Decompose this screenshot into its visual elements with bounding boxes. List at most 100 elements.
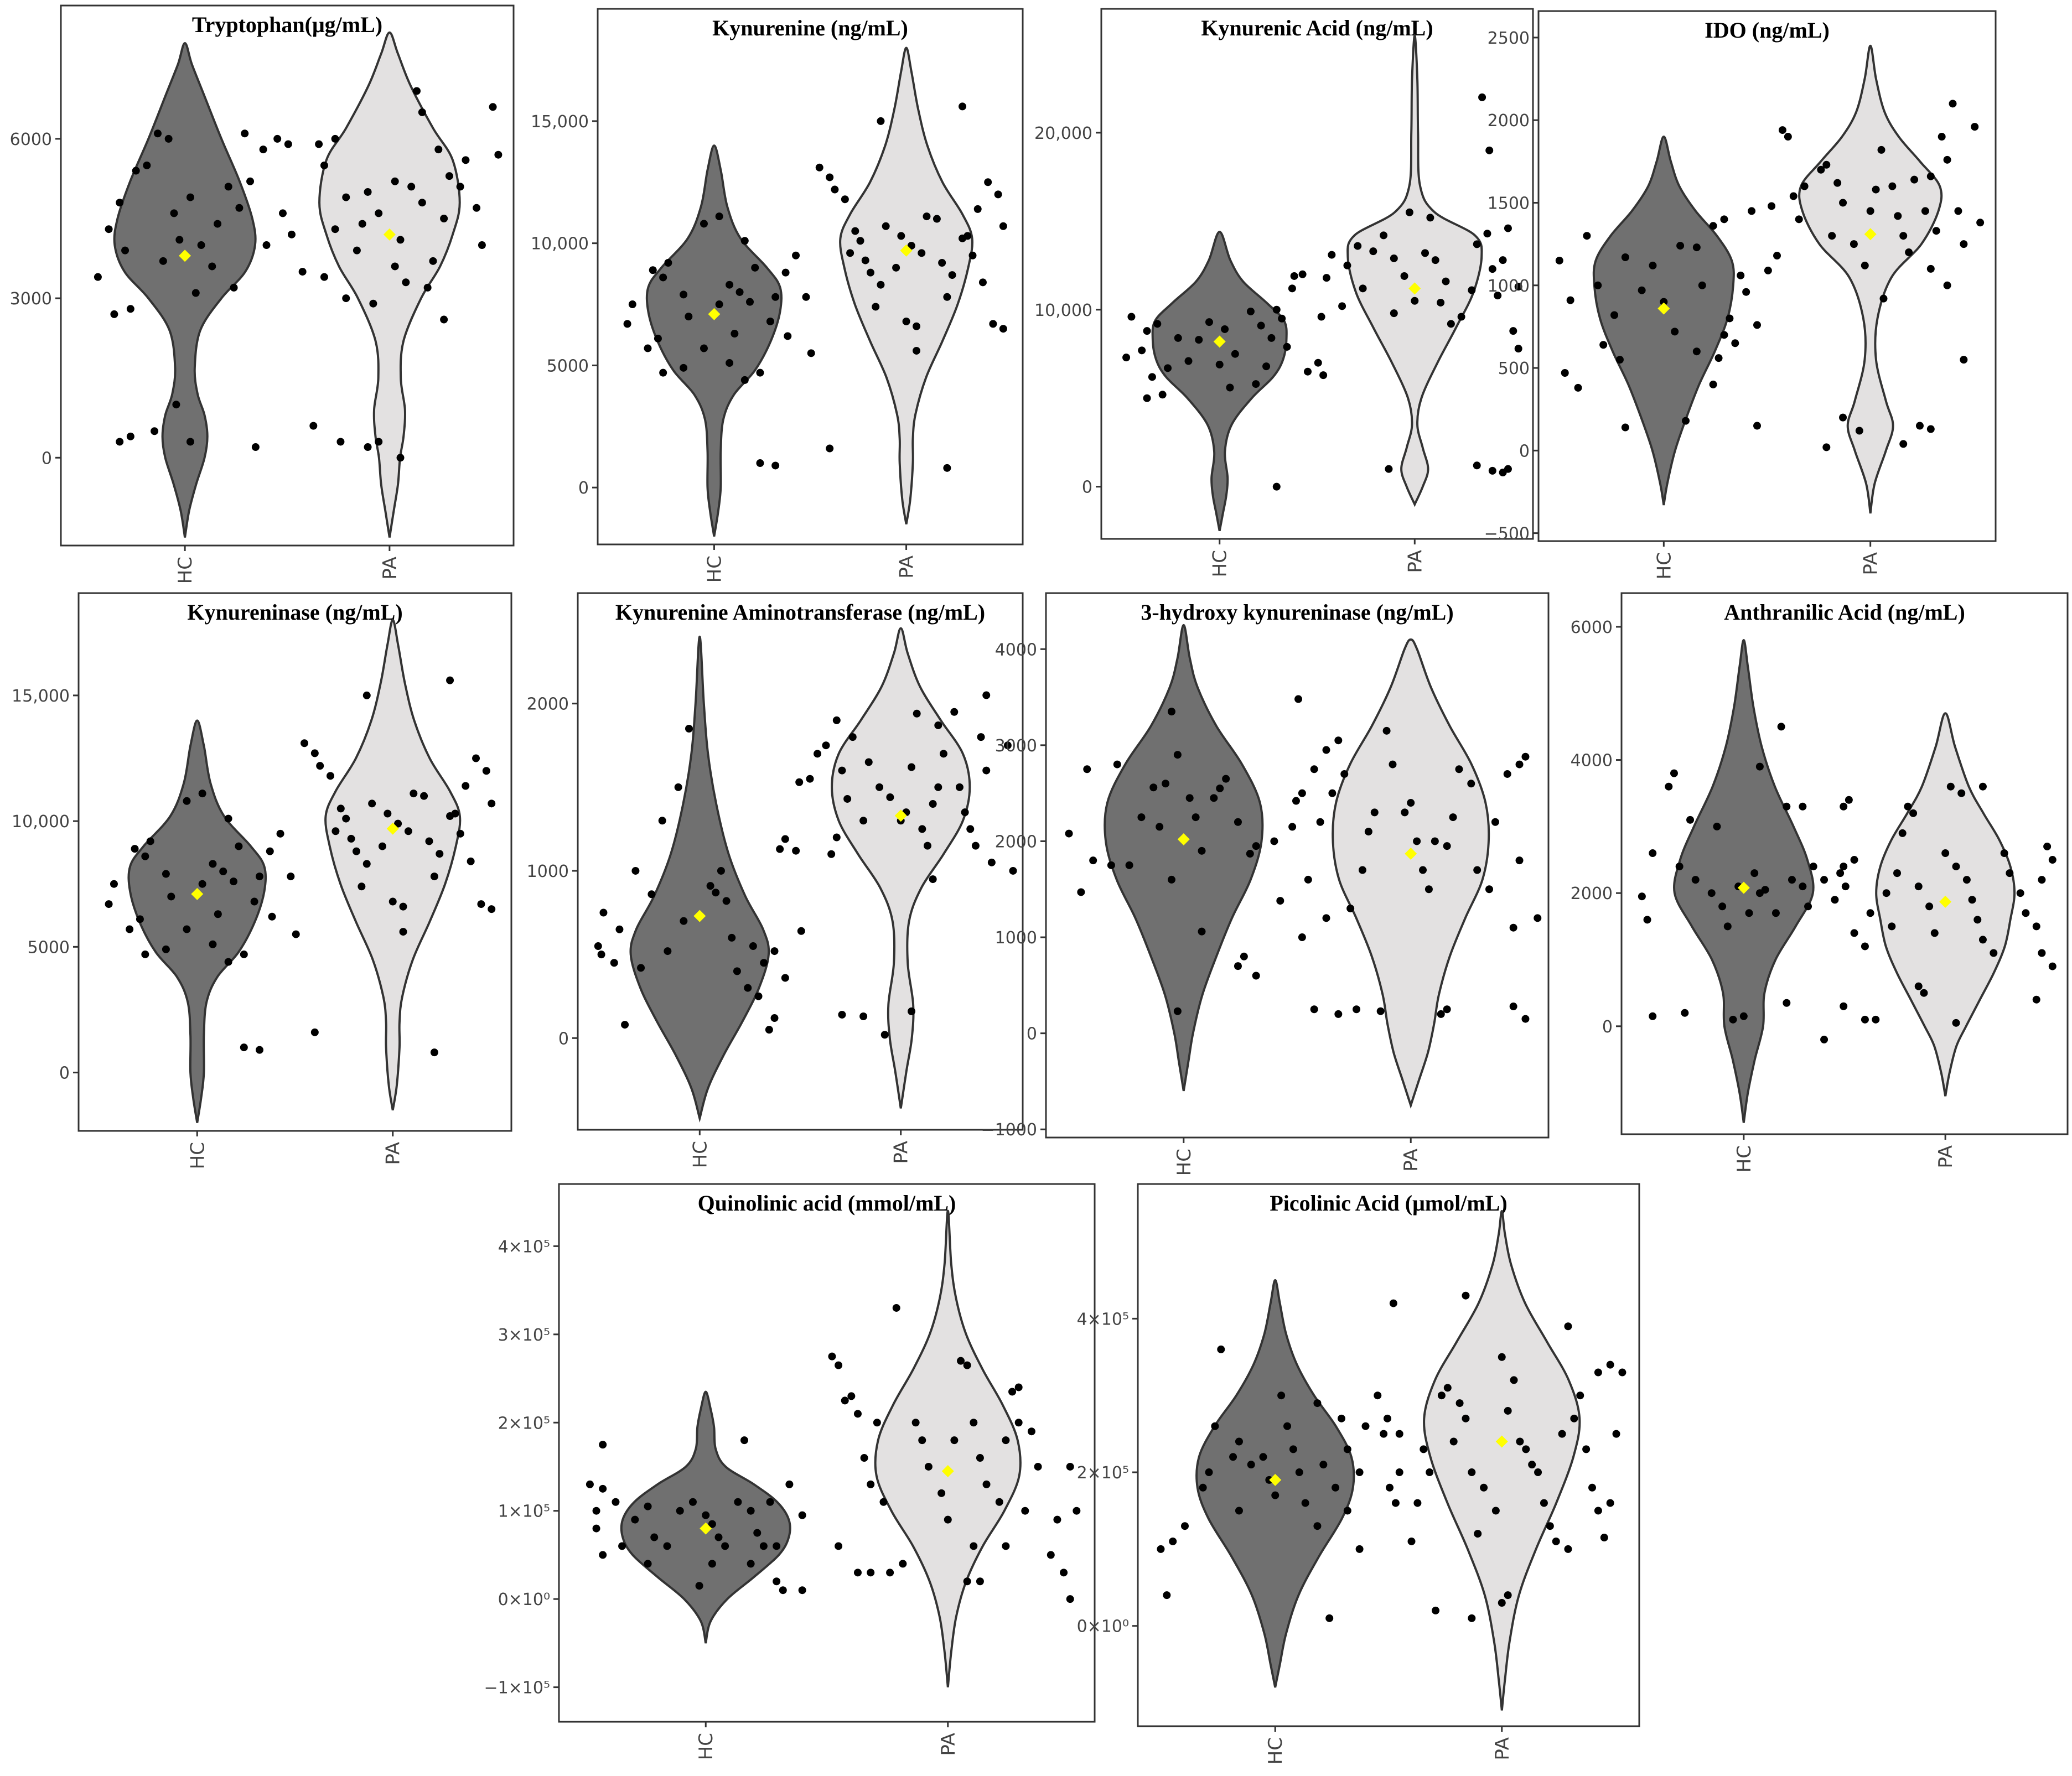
y-tick-label: 10,000	[1034, 301, 1092, 320]
data-point-pa	[938, 258, 946, 267]
data-point-hc	[1148, 373, 1156, 381]
data-point-pa	[1840, 1002, 1848, 1010]
y-tick-label: 0	[59, 1064, 70, 1083]
y-tick-label: 0	[558, 1029, 569, 1048]
data-point-hc	[1698, 281, 1706, 289]
data-point-pa	[1845, 796, 1853, 804]
data-point-pa	[1419, 866, 1427, 874]
data-point-pa	[342, 193, 350, 201]
data-point-hc	[186, 193, 194, 201]
data-point-pa	[1468, 1614, 1476, 1622]
data-point-pa	[1503, 770, 1511, 778]
y-tick-label: 10,000	[531, 235, 589, 254]
data-point-hc	[599, 1551, 607, 1559]
data-point-hc	[1246, 850, 1254, 858]
data-point-pa	[955, 783, 964, 791]
data-point-hc	[1167, 875, 1175, 884]
data-point-hc	[717, 866, 725, 875]
data-point-pa	[827, 850, 836, 858]
panel-title: Tryptophan(μg/mL)	[192, 12, 382, 37]
data-point-hc	[1745, 909, 1753, 917]
data-point-hc	[1216, 784, 1224, 792]
data-point-pa	[1449, 813, 1457, 822]
data-point-pa	[1474, 1530, 1482, 1538]
data-point-pa	[911, 1419, 920, 1427]
data-point-pa	[1405, 208, 1413, 216]
data-point-pa	[1322, 274, 1330, 282]
data-point-hc	[224, 183, 232, 191]
data-point-hc	[649, 266, 657, 274]
data-point-hc	[1252, 842, 1260, 850]
data-point-hc	[1555, 256, 1563, 264]
data-point-pa	[1420, 1445, 1428, 1453]
data-point-pa	[826, 173, 834, 181]
data-point-pa	[1491, 1507, 1500, 1515]
data-point-hc	[116, 438, 124, 446]
data-point-pa	[1473, 461, 1481, 470]
data-point-pa	[1413, 837, 1421, 845]
data-point-pa	[1952, 1019, 1960, 1027]
data-point-hc	[1343, 1445, 1351, 1453]
data-point-hc	[1355, 1545, 1364, 1553]
data-point-pa	[1014, 1383, 1023, 1391]
data-point-pa	[472, 754, 480, 762]
data-point-pa	[1364, 828, 1372, 836]
data-point-pa	[1872, 1015, 1880, 1024]
data-point-pa	[418, 108, 426, 116]
data-point-hc	[1820, 1035, 1828, 1043]
data-point-hc	[618, 1542, 626, 1550]
data-point-pa	[1509, 1003, 1517, 1011]
data-point-pa	[1910, 175, 1919, 184]
data-point-pa	[478, 241, 486, 250]
data-point-pa	[1002, 1542, 1010, 1550]
data-point-pa	[399, 928, 407, 936]
data-point-pa	[1462, 1414, 1470, 1422]
data-point-pa	[929, 875, 937, 884]
data-point-hc	[1143, 394, 1151, 402]
data-point-pa	[987, 858, 996, 866]
data-point-hc	[623, 320, 631, 328]
data-point-hc	[224, 958, 232, 966]
data-point-pa	[826, 444, 834, 453]
data-point-hc	[1748, 207, 1756, 215]
data-point-pa	[320, 161, 328, 169]
data-point-pa	[1390, 309, 1398, 318]
data-point-hc	[1294, 695, 1303, 703]
data-point-hc	[1149, 783, 1158, 792]
data-point-hc	[1675, 863, 1684, 871]
data-point-hc	[700, 220, 708, 228]
data-point-pa	[1498, 1353, 1506, 1361]
data-point-pa	[913, 709, 921, 718]
data-point-hc	[105, 225, 113, 233]
data-point-pa	[315, 140, 323, 148]
data-point-pa	[2032, 995, 2040, 1004]
data-point-pa	[1385, 465, 1393, 473]
data-point-hc	[268, 912, 276, 921]
data-point-pa	[1316, 818, 1324, 826]
data-point-pa	[1905, 248, 1913, 257]
data-point-pa	[1066, 1462, 1074, 1471]
data-point-hc	[167, 892, 175, 901]
data-point-hc	[702, 1511, 710, 1519]
data-point-hc	[151, 427, 159, 435]
data-point-hc	[1252, 380, 1260, 388]
x-category-label-hc: HC	[703, 555, 726, 583]
data-point-hc	[759, 1542, 768, 1550]
data-point-pa	[1861, 942, 1869, 951]
data-point-hc	[1122, 354, 1131, 362]
data-point-pa	[867, 1480, 875, 1488]
data-point-pa	[1582, 1445, 1591, 1453]
data-point-hc	[733, 967, 741, 975]
data-point-pa	[1431, 256, 1439, 264]
data-point-hc	[164, 134, 173, 143]
x-category-label-pa: PA	[896, 555, 918, 579]
data-point-hc	[1184, 357, 1193, 365]
violin-pa	[318, 31, 461, 538]
data-point-hc	[1665, 782, 1673, 791]
data-point-pa	[436, 850, 444, 858]
data-point-hc	[1231, 350, 1239, 358]
data-point-pa	[1861, 1015, 1869, 1024]
panel-kynurenine-ng-ml: Kynurenine (ng/mL) 0 5000 10,000 15,000 HC PA	[531, 8, 1024, 583]
data-point-pa	[1468, 1468, 1476, 1477]
data-point-hc	[1841, 882, 1850, 891]
